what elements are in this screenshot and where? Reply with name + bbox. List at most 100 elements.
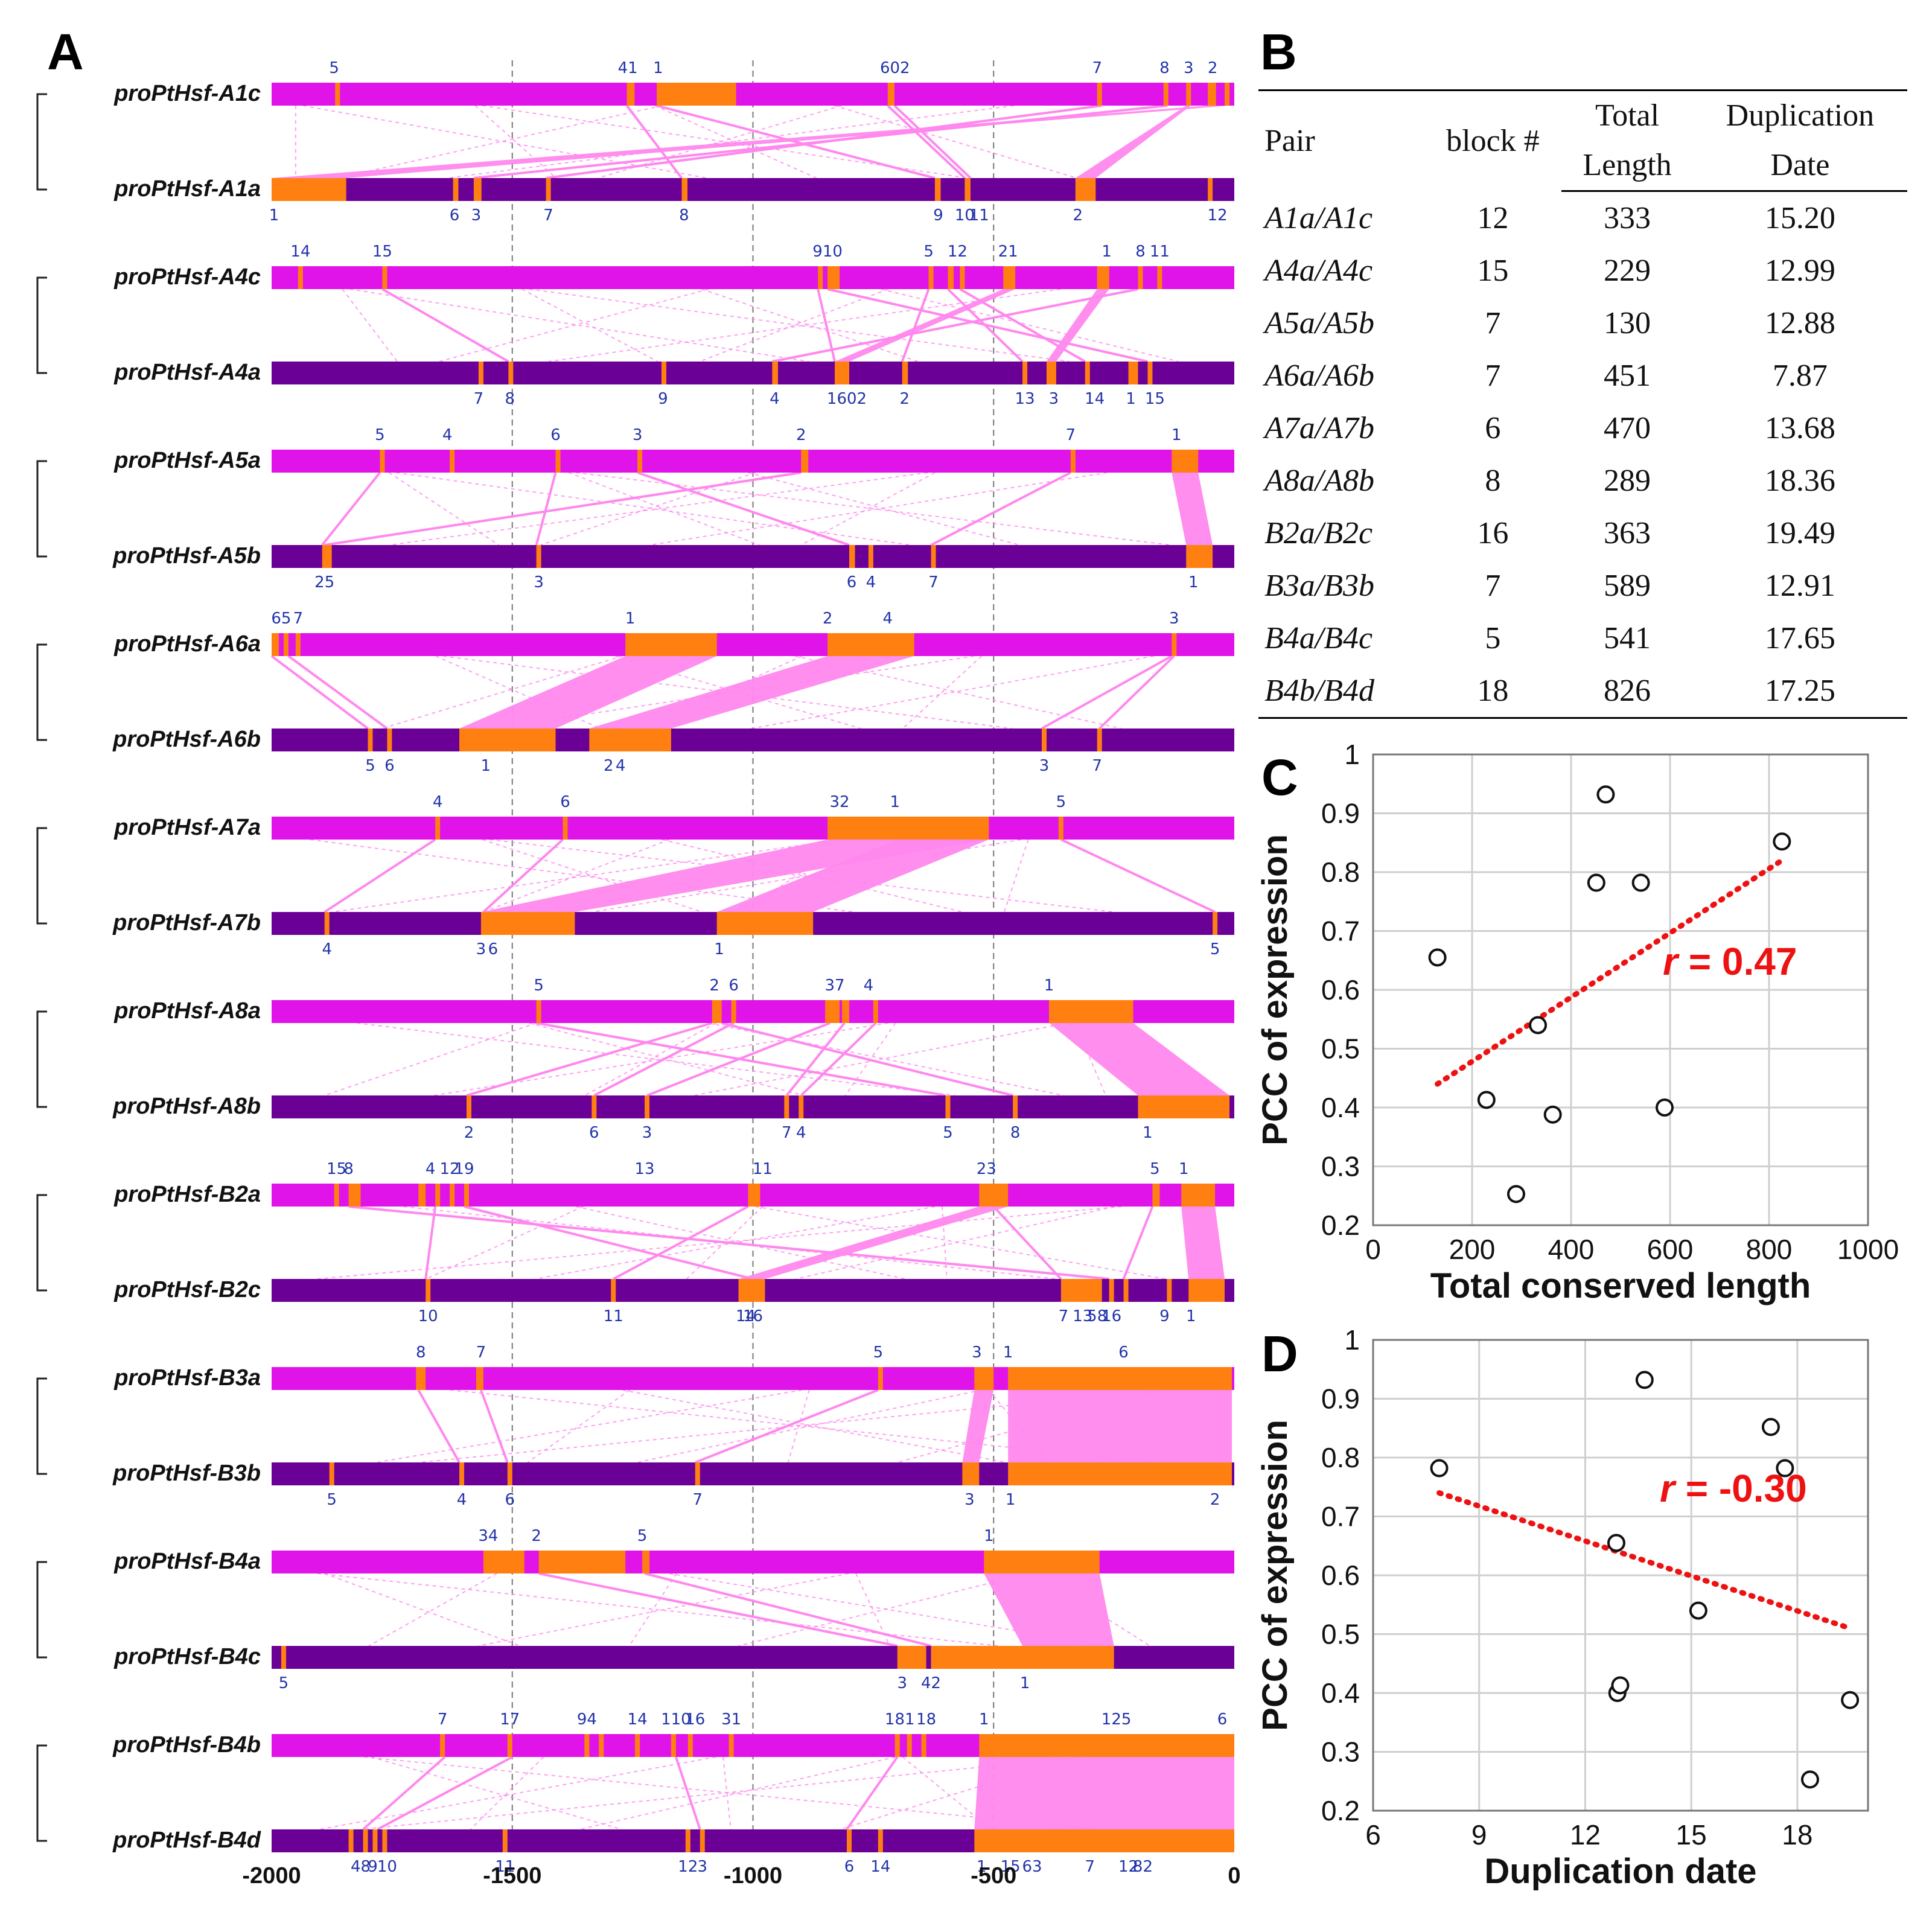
header-date: Date: [1692, 141, 1907, 193]
block-number: 8: [343, 1160, 354, 1178]
conserved-block: [1097, 728, 1102, 751]
faint-link: [701, 289, 919, 362]
block-number: 15: [1001, 1858, 1021, 1876]
conserved-block: [1048, 1000, 1133, 1023]
promoter-label-bottom: proPtHsf-B4d: [112, 1828, 261, 1853]
block-number: 8: [505, 390, 515, 408]
synteny-band: [974, 1757, 1234, 1829]
conserved-block: [818, 266, 823, 289]
block-number: 2: [899, 390, 910, 408]
data-point: [1800, 1770, 1819, 1789]
block-number: 10: [377, 1858, 397, 1876]
block-number: 5: [365, 757, 375, 775]
block-number: 5: [637, 1527, 648, 1545]
faint-link: [751, 655, 1154, 729]
trendline: [1435, 858, 1785, 1087]
block-number: 5: [1150, 1160, 1160, 1178]
pair-bracket: [36, 1194, 47, 1292]
data-point: [1543, 1105, 1562, 1124]
y-axis-title: PCC of expression: [1255, 834, 1295, 1146]
table-row: B4b/B4d 18 826 17.25: [1258, 665, 1907, 719]
conserved-block: [635, 1734, 640, 1757]
cell-date: 17.65: [1764, 621, 1835, 656]
conserved-block: [921, 1734, 926, 1757]
faint-link: [881, 289, 1179, 362]
conserved-block: [1085, 362, 1090, 384]
block-number: 13: [635, 1160, 655, 1178]
x-tick-label: 600: [1647, 1234, 1694, 1265]
faint-link: [1003, 839, 1029, 913]
conserved-block: [382, 266, 387, 289]
cell-block: 7: [1485, 306, 1501, 341]
conserved-block: [453, 178, 459, 201]
block-number: 21: [998, 243, 1018, 261]
block-number: 8: [679, 206, 689, 225]
cell-block: 5: [1485, 621, 1501, 656]
conserved-block: [731, 1000, 736, 1023]
promoter-bar-bottom: [272, 1095, 1234, 1118]
block-number: 1: [481, 757, 491, 775]
conserved-block: [772, 362, 778, 384]
block-number: 2: [823, 610, 833, 628]
block-number: 8: [1010, 1124, 1021, 1142]
cell-pair: B2a/B2c: [1264, 516, 1373, 551]
block-number: 15: [327, 1160, 346, 1178]
block-number: 910: [812, 243, 843, 261]
promoter-label-bottom: proPtHsf-B4c: [113, 1644, 261, 1669]
conserved-block: [894, 1734, 900, 1757]
block-number: 1: [1172, 426, 1182, 444]
x-tick-label: 18: [1782, 1819, 1812, 1851]
block-number: 1: [1003, 1344, 1013, 1362]
header-total: Total: [1561, 89, 1693, 141]
y-tick-label: 0.7: [1321, 916, 1360, 947]
block-number: 6: [384, 757, 395, 775]
promoter-bar-bottom: [272, 545, 1234, 568]
cell-length: 470: [1604, 411, 1651, 446]
conserved-block: [272, 633, 279, 656]
block-number: 7: [438, 1710, 448, 1729]
block-number: 5: [923, 243, 934, 261]
conserved-block: [281, 1646, 286, 1669]
promoter-label-top: proPtHsf-A8a: [113, 998, 261, 1024]
axis-tick-label: 0: [1228, 1863, 1240, 1889]
block-number: 12: [440, 1160, 460, 1178]
synteny-link: [593, 1022, 735, 1097]
x-tick-label: 12: [1570, 1819, 1601, 1851]
faint-link: [584, 1022, 716, 1096]
cell-length: 130: [1604, 306, 1651, 341]
correlation-annotation: r = 0.47: [1663, 940, 1797, 983]
block-number: 125: [1101, 1710, 1132, 1729]
table-row: A7a/A7b 6 470 13.68: [1258, 402, 1907, 454]
faint-link: [317, 1573, 999, 1647]
conserved-block: [907, 1734, 912, 1757]
conserved-block: [1157, 266, 1162, 289]
synteny-link: [992, 1205, 1062, 1280]
faint-link: [439, 289, 709, 362]
conserved-block: [1123, 1279, 1129, 1302]
faint-link: [324, 1022, 537, 1096]
conserved-block: [878, 1829, 883, 1852]
promoter-label-bottom: proPtHsf-A7b: [112, 910, 261, 936]
conserved-block: [979, 1734, 1234, 1757]
synteny-link: [424, 1206, 437, 1280]
block-number: 8: [1159, 59, 1170, 77]
block-number: 8: [1135, 243, 1146, 261]
block-number: 1: [1101, 243, 1112, 261]
conserved-block: [464, 1184, 469, 1207]
block-number: 12: [1208, 206, 1228, 225]
conserved-block: [716, 912, 814, 935]
synteny-link: [362, 1756, 446, 1831]
conserved-block: [418, 1184, 426, 1207]
conserved-block: [657, 83, 736, 106]
y-tick-label: 0.2: [1321, 1210, 1360, 1241]
synteny-link: [535, 472, 557, 546]
block-number: 6: [450, 206, 460, 225]
block-number: 9: [933, 206, 943, 225]
conserved-block: [1042, 728, 1047, 751]
block-number: 4: [864, 977, 874, 995]
block-number: 12: [948, 243, 968, 261]
synteny-link: [1098, 655, 1175, 730]
